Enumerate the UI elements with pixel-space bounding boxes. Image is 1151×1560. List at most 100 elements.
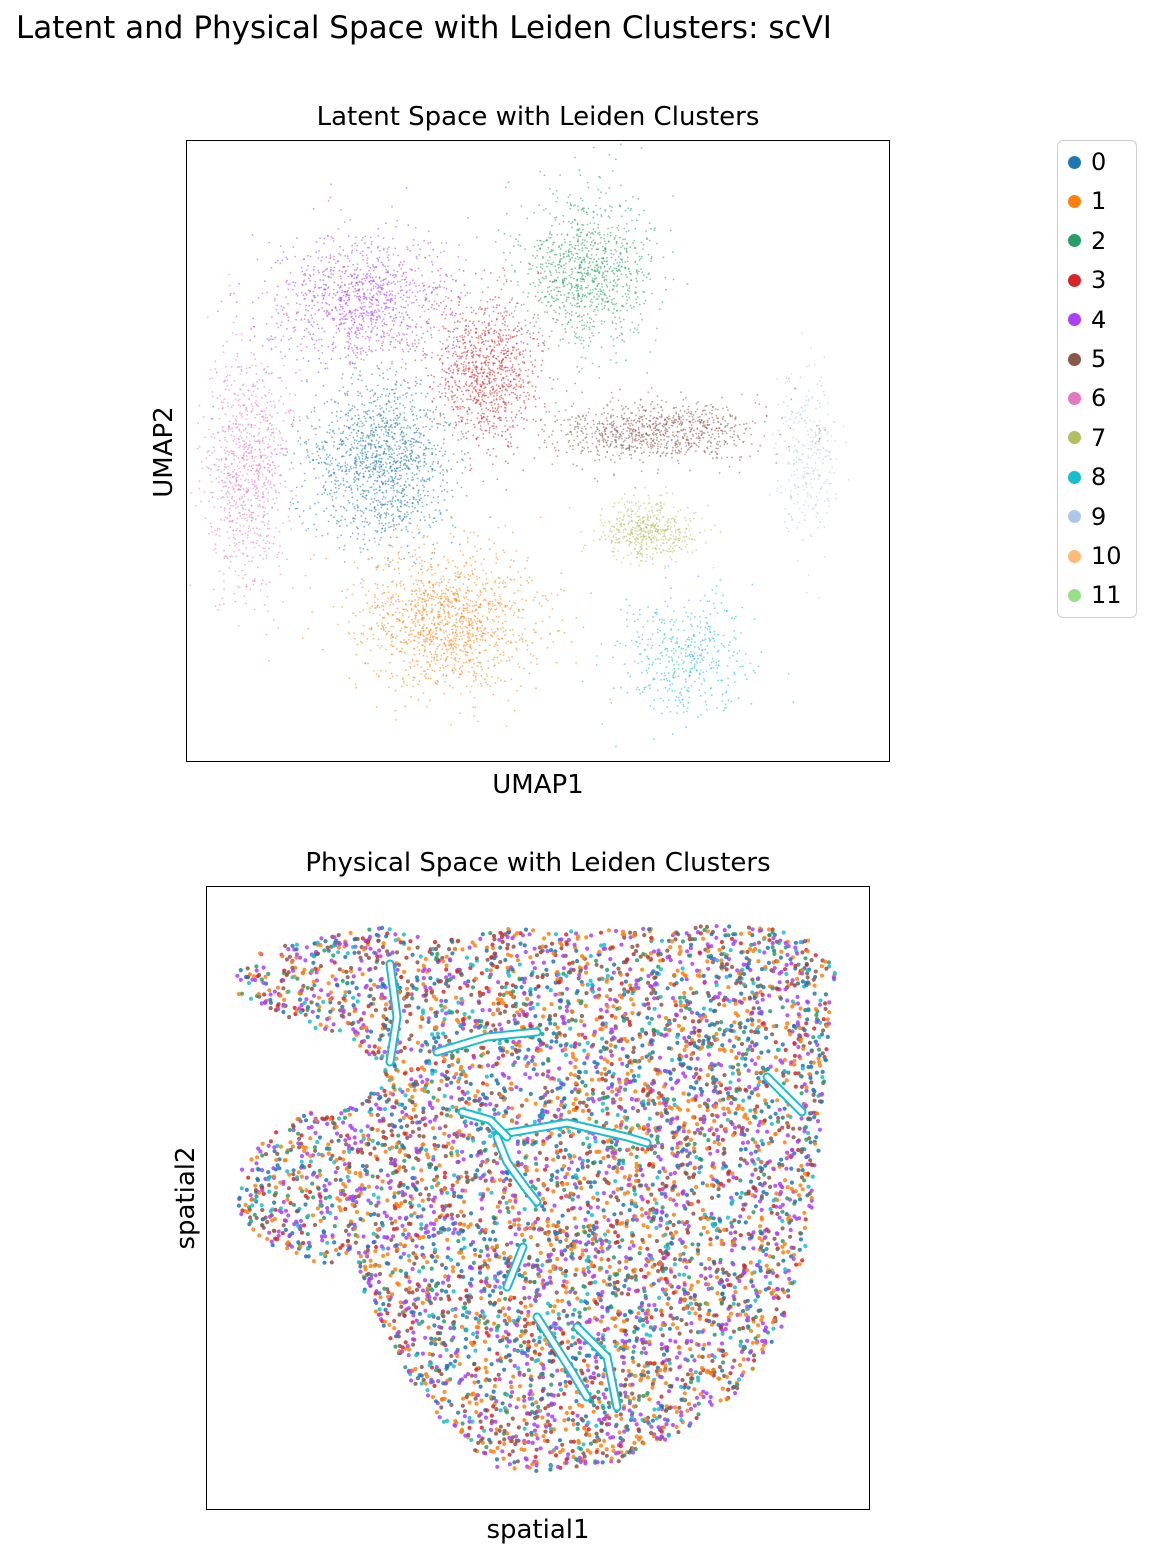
umap-point: [552, 317, 555, 320]
umap-point: [606, 270, 608, 273]
umap-point: [325, 507, 328, 510]
umap-point: [507, 334, 510, 336]
umap-point: [447, 350, 450, 353]
umap-point: [624, 200, 627, 202]
umap-point: [434, 627, 437, 630]
umap-point: [629, 304, 632, 307]
umap-point: [544, 311, 546, 313]
umap-point: [459, 405, 462, 408]
umap-point: [635, 291, 638, 294]
umap-point: [553, 297, 555, 299]
umap-point: [473, 662, 476, 665]
umap-point: [566, 296, 568, 299]
umap-point: [460, 372, 463, 375]
umap-point: [409, 640, 412, 643]
umap-point: [416, 524, 419, 527]
umap-point: [383, 471, 386, 474]
umap-point: [339, 525, 341, 527]
umap-point: [460, 398, 462, 400]
umap-point: [493, 330, 495, 333]
umap-point: [613, 308, 615, 310]
umap-point: [460, 450, 463, 453]
umap-point: [509, 357, 511, 359]
umap-point: [501, 609, 504, 612]
umap-point: [566, 233, 569, 236]
umap-point: [447, 598, 450, 601]
umap-point: [459, 631, 461, 634]
umap-point: [479, 402, 482, 404]
umap-point: [388, 565, 390, 568]
umap-point: [484, 627, 487, 630]
umap-point: [386, 470, 389, 472]
umap-point: [399, 261, 402, 264]
umap-point: [555, 269, 557, 272]
umap-point: [616, 336, 619, 339]
umap-point: [435, 520, 438, 523]
umap-point: [385, 463, 388, 465]
umap-point: [591, 332, 593, 334]
umap-point: [452, 672, 455, 674]
umap-point: [493, 645, 496, 648]
umap-point: [536, 663, 539, 666]
umap-point: [601, 262, 604, 265]
umap-point: [412, 413, 414, 416]
umap-point: [510, 391, 513, 394]
umap-point: [412, 621, 414, 624]
umap-point: [334, 486, 337, 489]
umap-point: [452, 352, 455, 355]
umap-point: [359, 464, 362, 467]
umap-point: [480, 368, 483, 371]
umap-point: [406, 449, 409, 452]
umap-point: [424, 590, 427, 593]
umap-point: [616, 290, 618, 293]
umap-point: [559, 259, 561, 262]
umap-point: [614, 259, 617, 261]
umap-point: [486, 348, 488, 350]
umap-point: [581, 328, 584, 331]
umap-point: [521, 638, 524, 641]
umap-point: [470, 564, 473, 566]
umap-point: [554, 219, 557, 221]
umap-point: [620, 265, 623, 268]
umap-point: [418, 556, 421, 558]
umap-point: [511, 604, 513, 607]
umap-point: [507, 699, 510, 702]
umap-point: [502, 283, 505, 285]
umap-point: [415, 558, 418, 561]
umap-point: [468, 408, 470, 411]
umap-point: [561, 301, 564, 304]
umap-point: [533, 245, 536, 248]
umap-point: [635, 298, 638, 301]
umap-point: [500, 405, 503, 408]
umap-point: [481, 338, 483, 341]
umap-point: [388, 290, 391, 293]
umap-point: [545, 262, 547, 264]
umap-point: [448, 621, 451, 624]
umap-point: [534, 365, 536, 368]
umap-point: [496, 656, 499, 659]
umap-point: [379, 470, 382, 473]
umap-point: [381, 407, 383, 409]
umap-point: [615, 361, 618, 364]
umap-point: [635, 270, 638, 273]
umap-point: [583, 327, 586, 330]
umap-point: [615, 269, 618, 272]
umap-point: [421, 571, 424, 574]
umap-point: [386, 508, 389, 511]
umap-point: [524, 628, 526, 630]
umap-point: [594, 230, 597, 233]
umap-point: [398, 416, 401, 419]
umap-point: [419, 519, 422, 522]
umap-point: [386, 611, 389, 614]
umap-point: [482, 480, 485, 483]
umap-point: [431, 552, 433, 554]
umap-point: [326, 493, 329, 496]
umap-point: [405, 395, 408, 398]
umap-point: [621, 295, 624, 298]
umap-point: [518, 610, 521, 613]
umap-point: [444, 636, 446, 639]
umap-point: [425, 610, 428, 613]
umap-point: [378, 415, 381, 417]
umap-point: [411, 633, 413, 636]
umap-point: [475, 672, 478, 675]
